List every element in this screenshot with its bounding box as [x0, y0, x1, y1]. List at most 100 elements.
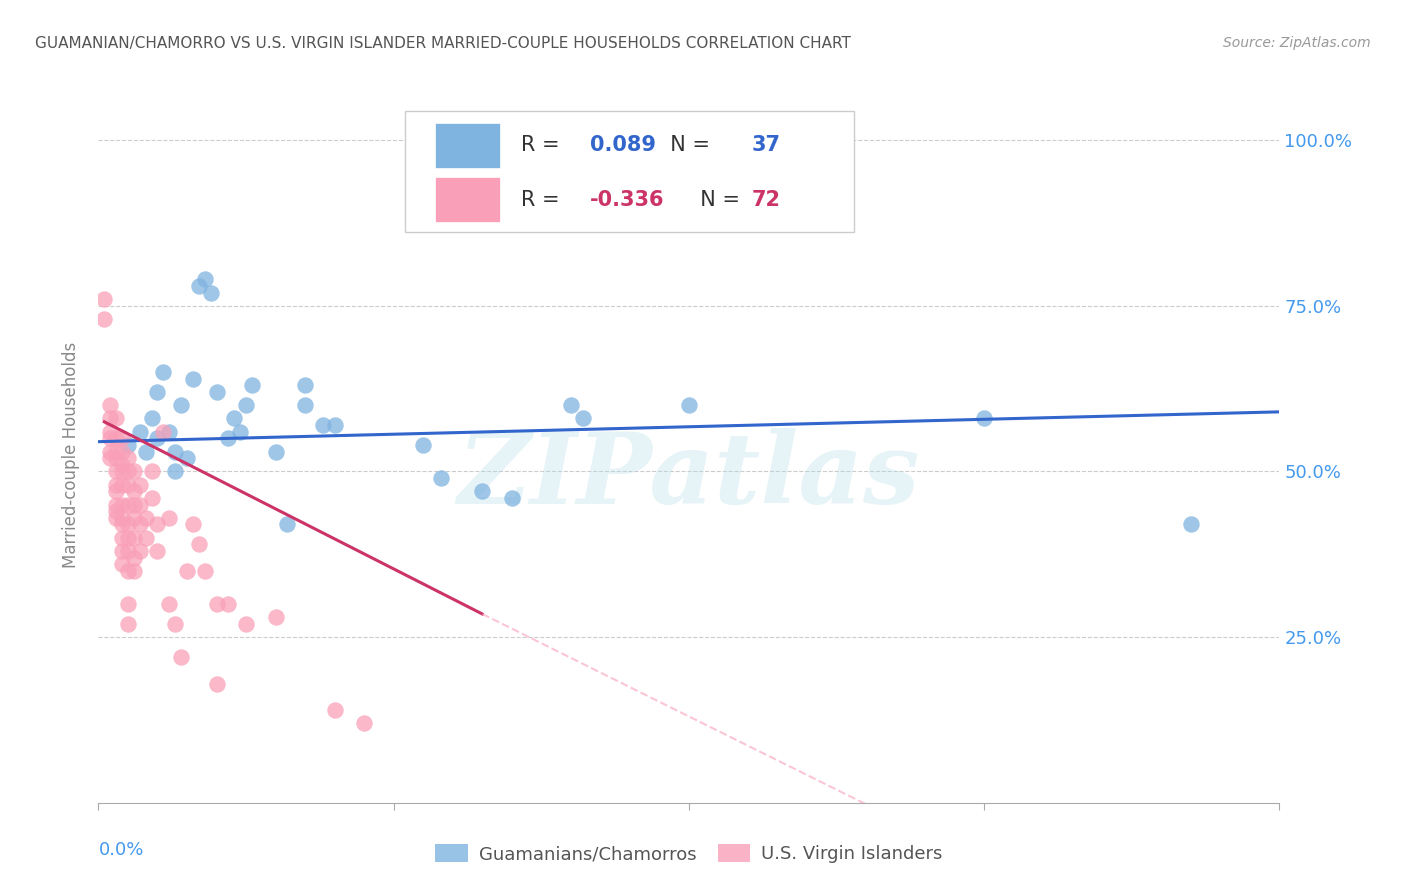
Text: 0.0%: 0.0% [98, 841, 143, 859]
Point [152, 425, 174, 439]
Point [205, 384, 228, 399]
Point [117, 517, 139, 532]
Point [501, 491, 523, 505]
Point [93, 312, 115, 326]
Point [264, 444, 287, 458]
Point [353, 716, 375, 731]
Point [176, 451, 198, 466]
Point [122, 465, 145, 479]
Point [117, 465, 139, 479]
Point [135, 531, 157, 545]
Point [194, 564, 217, 578]
Point [98, 411, 121, 425]
Point [217, 597, 239, 611]
Point [152, 365, 174, 379]
Point [323, 418, 346, 433]
Point [235, 398, 257, 412]
Point [111, 517, 134, 532]
Point [141, 491, 163, 505]
Point [117, 477, 139, 491]
Point [571, 411, 593, 425]
Point [973, 411, 995, 425]
Point [323, 703, 346, 717]
Point [128, 498, 150, 512]
Text: R =: R = [522, 190, 567, 210]
Point [135, 511, 157, 525]
Point [187, 537, 209, 551]
Point [181, 517, 204, 532]
Point [105, 504, 128, 518]
Point [294, 398, 316, 412]
Point [98, 398, 121, 412]
Point [105, 444, 128, 458]
Point [122, 564, 145, 578]
Point [146, 517, 169, 532]
Text: 72: 72 [752, 190, 780, 210]
Point [200, 285, 222, 300]
Text: N =: N = [657, 136, 717, 155]
Point [111, 544, 134, 558]
Point [111, 477, 134, 491]
Point [111, 558, 134, 572]
Point [170, 650, 193, 665]
Point [157, 511, 180, 525]
Legend: Guamanians/Chamorros, U.S. Virgin Islanders: Guamanians/Chamorros, U.S. Virgin Island… [427, 837, 950, 871]
Point [276, 517, 298, 532]
Point [105, 477, 128, 491]
Point [135, 444, 157, 458]
Point [165, 444, 187, 458]
Point [117, 564, 139, 578]
Point [105, 451, 128, 466]
Point [165, 616, 187, 631]
Point [146, 384, 169, 399]
Point [122, 550, 145, 565]
Text: -0.336: -0.336 [589, 190, 664, 210]
Point [187, 279, 209, 293]
FancyBboxPatch shape [434, 177, 501, 222]
Point [117, 544, 139, 558]
Point [146, 431, 169, 445]
Point [111, 498, 134, 512]
Text: R =: R = [522, 136, 567, 155]
Point [471, 484, 494, 499]
Point [122, 498, 145, 512]
Point [98, 451, 121, 466]
Point [105, 465, 128, 479]
Point [205, 676, 228, 690]
Point [111, 465, 134, 479]
Point [157, 425, 180, 439]
Point [264, 610, 287, 624]
Point [122, 511, 145, 525]
Text: ZIPatlas: ZIPatlas [458, 427, 920, 524]
Point [560, 398, 582, 412]
Point [105, 484, 128, 499]
Point [93, 292, 115, 306]
Point [105, 498, 128, 512]
Point [117, 597, 139, 611]
Point [105, 511, 128, 525]
Point [146, 544, 169, 558]
Point [240, 378, 263, 392]
Point [98, 425, 121, 439]
Y-axis label: Married-couple Households: Married-couple Households [62, 342, 80, 568]
Point [111, 431, 134, 445]
Point [678, 398, 700, 412]
Point [235, 616, 257, 631]
Point [122, 484, 145, 499]
Point [181, 372, 204, 386]
Point [170, 398, 193, 412]
Text: N =: N = [686, 190, 747, 210]
Point [176, 564, 198, 578]
Text: 37: 37 [752, 136, 780, 155]
Point [105, 411, 128, 425]
Point [117, 616, 139, 631]
Point [128, 425, 150, 439]
Point [111, 511, 134, 525]
Point [157, 597, 180, 611]
Point [141, 465, 163, 479]
Text: Source: ZipAtlas.com: Source: ZipAtlas.com [1223, 36, 1371, 50]
Point [205, 597, 228, 611]
Point [111, 444, 134, 458]
Point [98, 444, 121, 458]
Point [430, 471, 453, 485]
